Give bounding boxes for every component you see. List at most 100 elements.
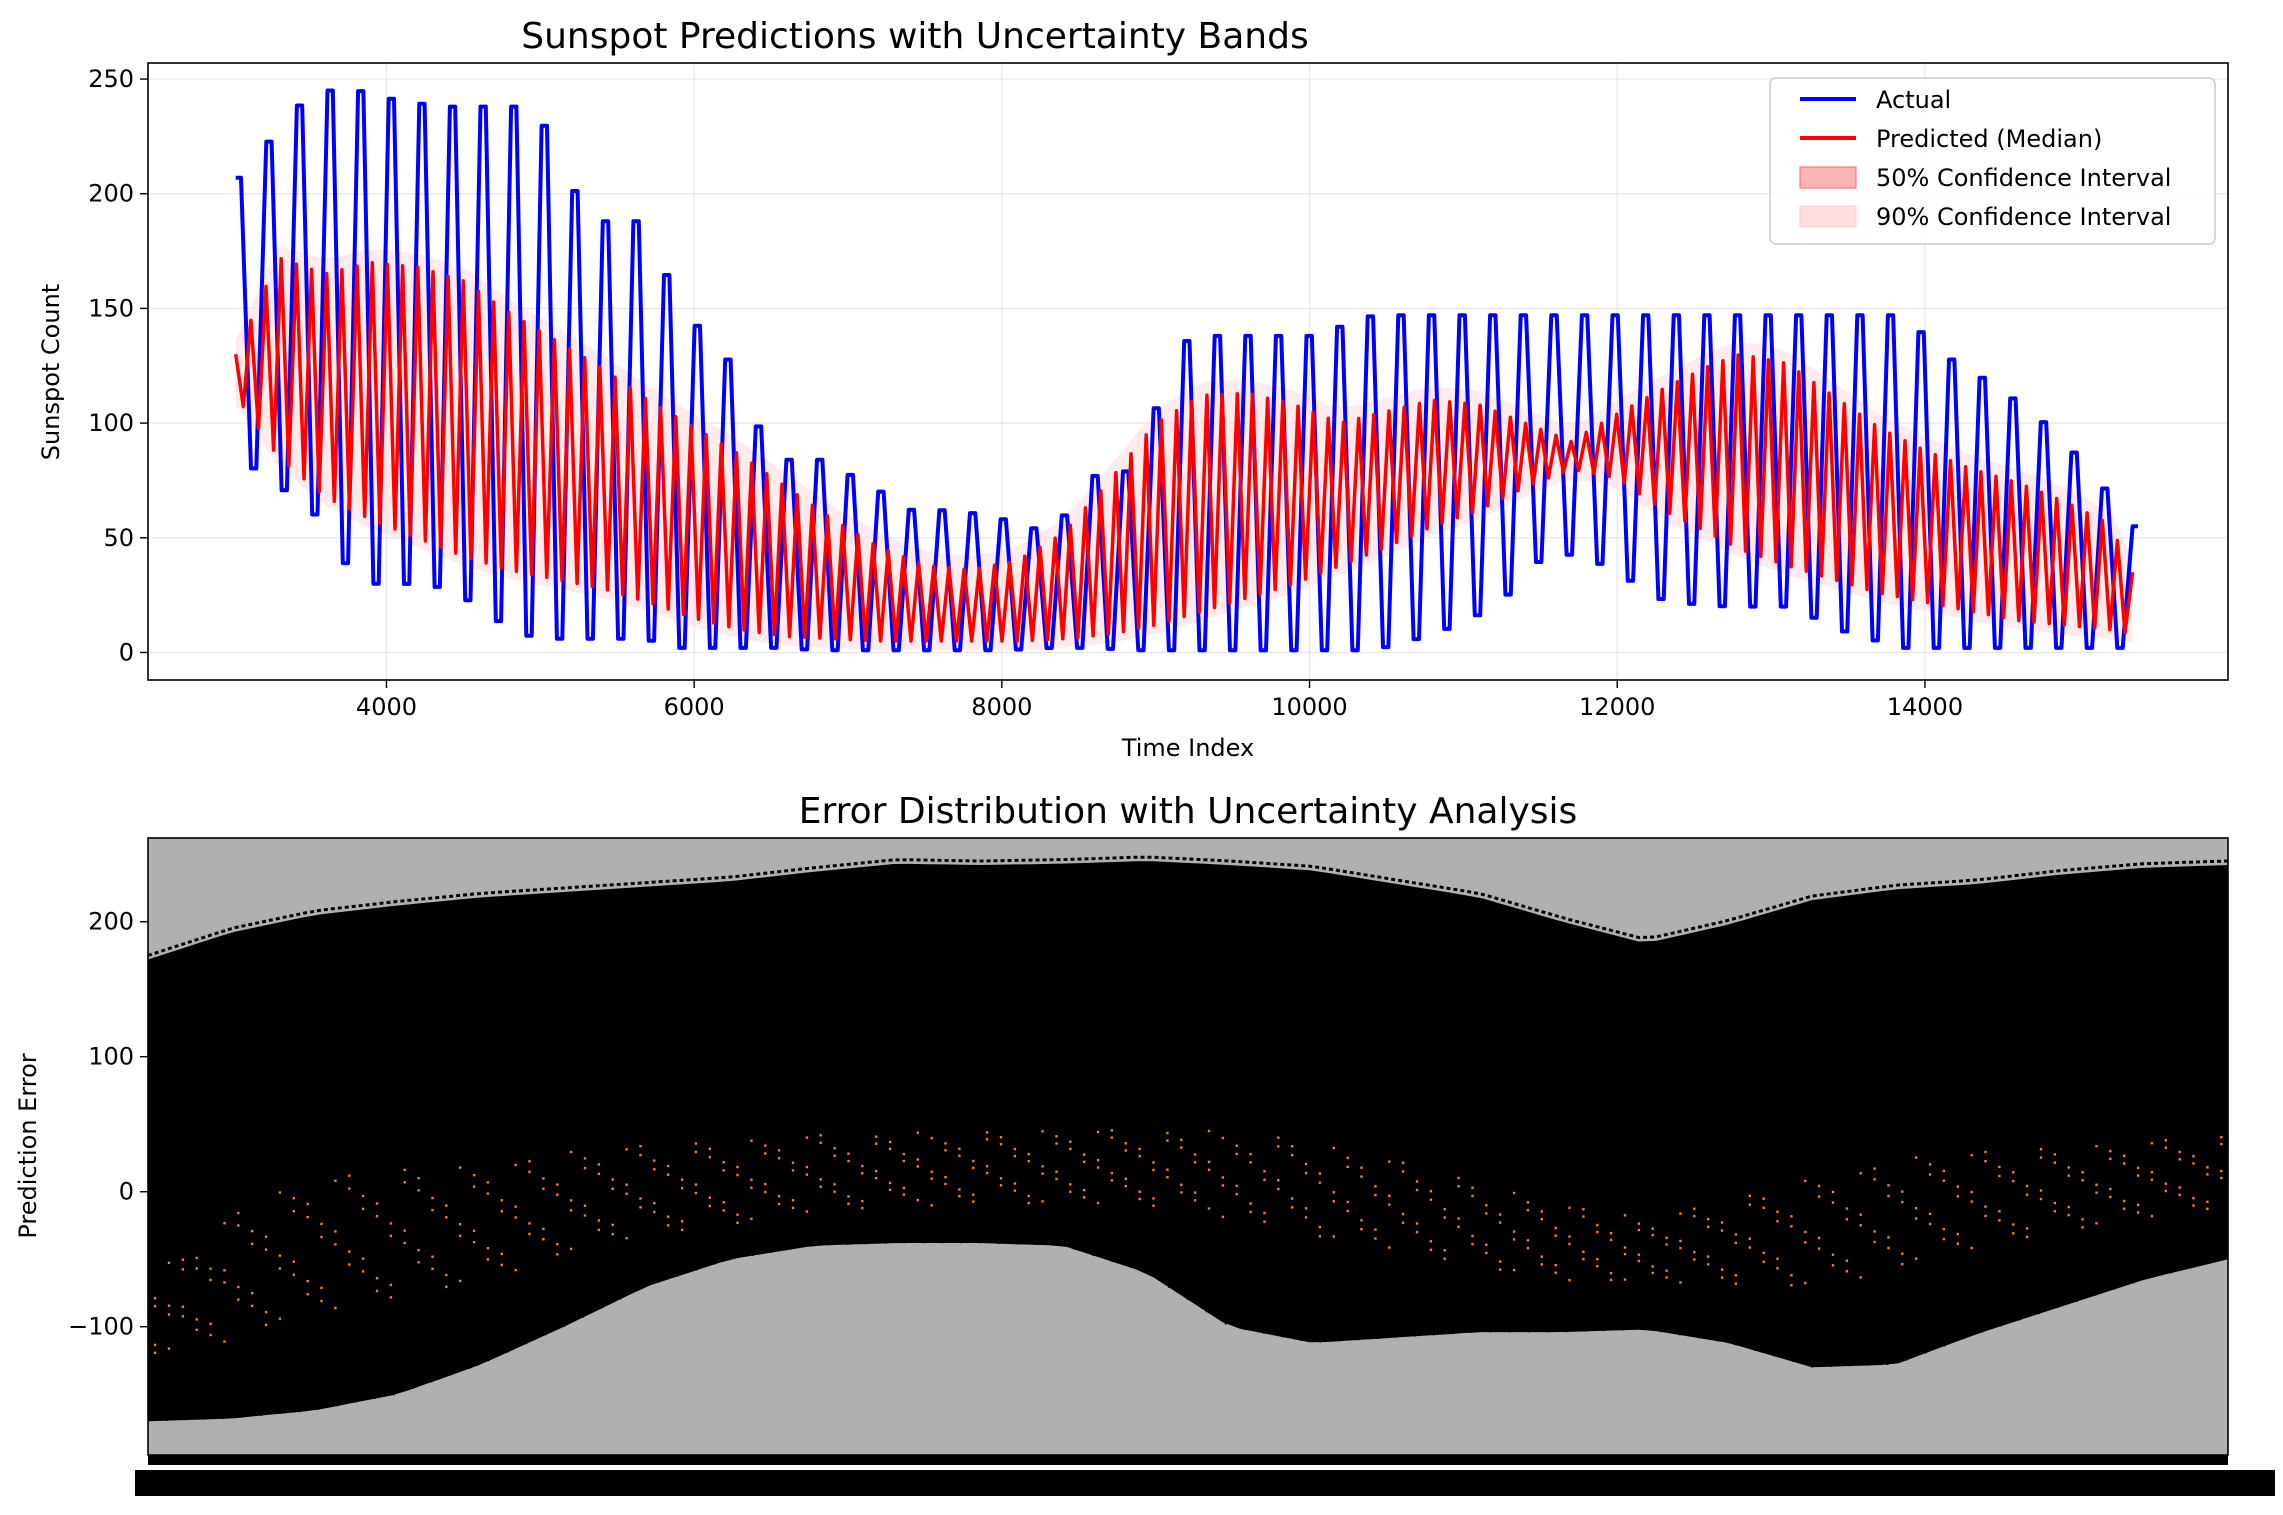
median-marker [1069, 1190, 1072, 1193]
median-marker [1083, 1196, 1086, 1199]
median-marker [1346, 1209, 1349, 1213]
median-marker [153, 1297, 157, 1300]
median-marker [1443, 1249, 1446, 1252]
median-marker [1138, 1197, 1141, 1201]
top-y-axis-label: Sunspot Count [37, 284, 65, 460]
median-marker [1263, 1211, 1266, 1215]
median-marker [1609, 1238, 1613, 1242]
median-marker [417, 1261, 420, 1264]
median-marker [1817, 1184, 1821, 1188]
median-marker [278, 1267, 282, 1270]
median-marker [237, 1285, 240, 1289]
median-marker [1499, 1268, 1502, 1271]
median-marker [348, 1187, 351, 1190]
median-marker [1096, 1130, 1100, 1134]
median-marker [1485, 1212, 1488, 1215]
median-marker [1360, 1166, 1363, 1169]
median-marker [1291, 1206, 1294, 1209]
median-marker [653, 1168, 656, 1171]
median-marker [528, 1160, 531, 1163]
median-marker [2220, 1135, 2223, 1139]
median-marker [1984, 1214, 1987, 1218]
legend-swatch-ci50 [1799, 166, 1857, 189]
median-marker [985, 1138, 989, 1141]
median-marker [251, 1291, 254, 1295]
median-marker [1609, 1271, 1613, 1275]
median-marker [459, 1234, 462, 1237]
median-marker [597, 1228, 601, 1232]
median-marker [1152, 1197, 1155, 1200]
median-marker [2039, 1148, 2043, 1151]
median-marker [1679, 1212, 1682, 1215]
median-marker [1263, 1178, 1266, 1181]
median-marker [1499, 1260, 1502, 1263]
median-marker [2109, 1195, 2112, 1199]
median-marker [514, 1163, 517, 1167]
median-marker [1540, 1218, 1543, 1221]
median-marker [1942, 1169, 1946, 1172]
median-marker [2012, 1232, 2015, 1235]
median-marker [264, 1235, 268, 1238]
median-marker [2095, 1191, 2098, 1194]
median-marker [292, 1273, 295, 1276]
median-marker [1332, 1191, 1335, 1194]
median-marker [1055, 1135, 1058, 1138]
median-marker [2039, 1197, 2043, 1201]
median-marker [2220, 1169, 2223, 1173]
median-marker [1568, 1235, 1571, 1238]
median-marker [2012, 1179, 2015, 1183]
median-marker [833, 1147, 836, 1150]
median-marker [556, 1183, 559, 1186]
violin-lower-fringe [148, 1202, 2228, 1422]
median-marker [999, 1177, 1003, 1180]
median-marker [1748, 1237, 1751, 1240]
median-marker [223, 1269, 226, 1272]
median-marker [833, 1183, 836, 1186]
median-marker [777, 1149, 781, 1152]
median-marker [1374, 1237, 1377, 1240]
median-marker [251, 1229, 254, 1233]
median-marker [819, 1185, 822, 1188]
median-marker [875, 1169, 878, 1173]
median-marker [1041, 1165, 1044, 1168]
median-marker [569, 1199, 573, 1202]
median-marker [805, 1165, 809, 1169]
median-marker [1970, 1154, 1973, 1157]
median-marker [167, 1347, 171, 1350]
median-marker [2136, 1174, 2140, 1177]
median-marker [1859, 1213, 1862, 1216]
median-marker [569, 1247, 573, 1251]
median-marker [597, 1172, 601, 1176]
median-marker [1471, 1234, 1474, 1238]
median-marker [750, 1217, 753, 1220]
median-marker [1235, 1192, 1238, 1196]
median-marker [1193, 1191, 1197, 1194]
median-marker [888, 1147, 892, 1151]
median-marker [680, 1187, 684, 1190]
median-marker [791, 1161, 795, 1164]
median-marker [1720, 1268, 1724, 1271]
median-marker [1096, 1159, 1100, 1162]
median-marker [958, 1147, 961, 1150]
median-marker [1096, 1201, 1100, 1205]
median-marker [306, 1293, 309, 1296]
median-marker [2109, 1149, 2112, 1153]
median-marker [764, 1144, 767, 1147]
median-marker [1471, 1186, 1474, 1189]
median-marker [1429, 1248, 1433, 1251]
median-marker [403, 1181, 406, 1184]
median-marker [1720, 1276, 1724, 1279]
median-marker [1388, 1160, 1391, 1163]
top-x-tick-label: 14000 [1887, 693, 1963, 721]
median-marker [999, 1142, 1003, 1146]
median-marker [1804, 1281, 1807, 1285]
median-marker [1596, 1258, 1599, 1261]
median-marker [1942, 1228, 1946, 1231]
median-marker [2220, 1142, 2223, 1146]
median-marker [1873, 1240, 1876, 1244]
median-marker [361, 1207, 365, 1211]
median-marker [1526, 1201, 1530, 1204]
top-chart-title: Sunspot Predictions with Uncertainty Ban… [521, 16, 1308, 57]
median-marker [1665, 1236, 1668, 1239]
